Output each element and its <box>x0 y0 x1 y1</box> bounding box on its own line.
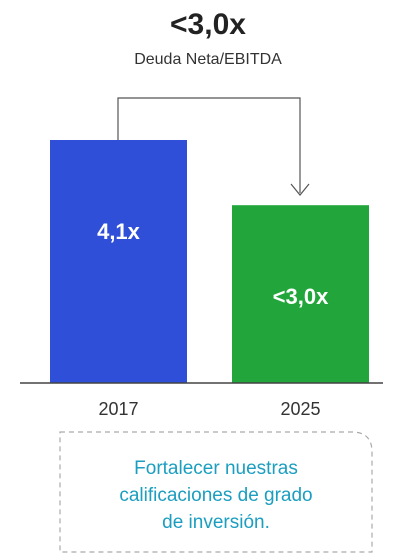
note-line: Fortalecer nuestras <box>134 458 298 479</box>
note: Fortalecer nuestras calificaciones de gra… <box>119 458 312 533</box>
x-tick-label: 2025 <box>280 399 320 419</box>
bar <box>232 205 369 383</box>
chart-subtitle: Deuda Neta/EBITDA <box>134 51 282 68</box>
value-label: <3,0x <box>273 284 329 309</box>
x-tick-label: 2017 <box>98 399 138 419</box>
note-box <box>59 431 373 553</box>
value-label: 4,1x <box>97 219 141 244</box>
note-line: de inversión. <box>162 512 270 533</box>
connector <box>117 97 301 193</box>
note-line: calificaciones de grado <box>119 485 312 506</box>
arrowhead <box>290 183 310 196</box>
chart-title: <3,0x <box>170 8 246 41</box>
bar <box>50 140 187 383</box>
